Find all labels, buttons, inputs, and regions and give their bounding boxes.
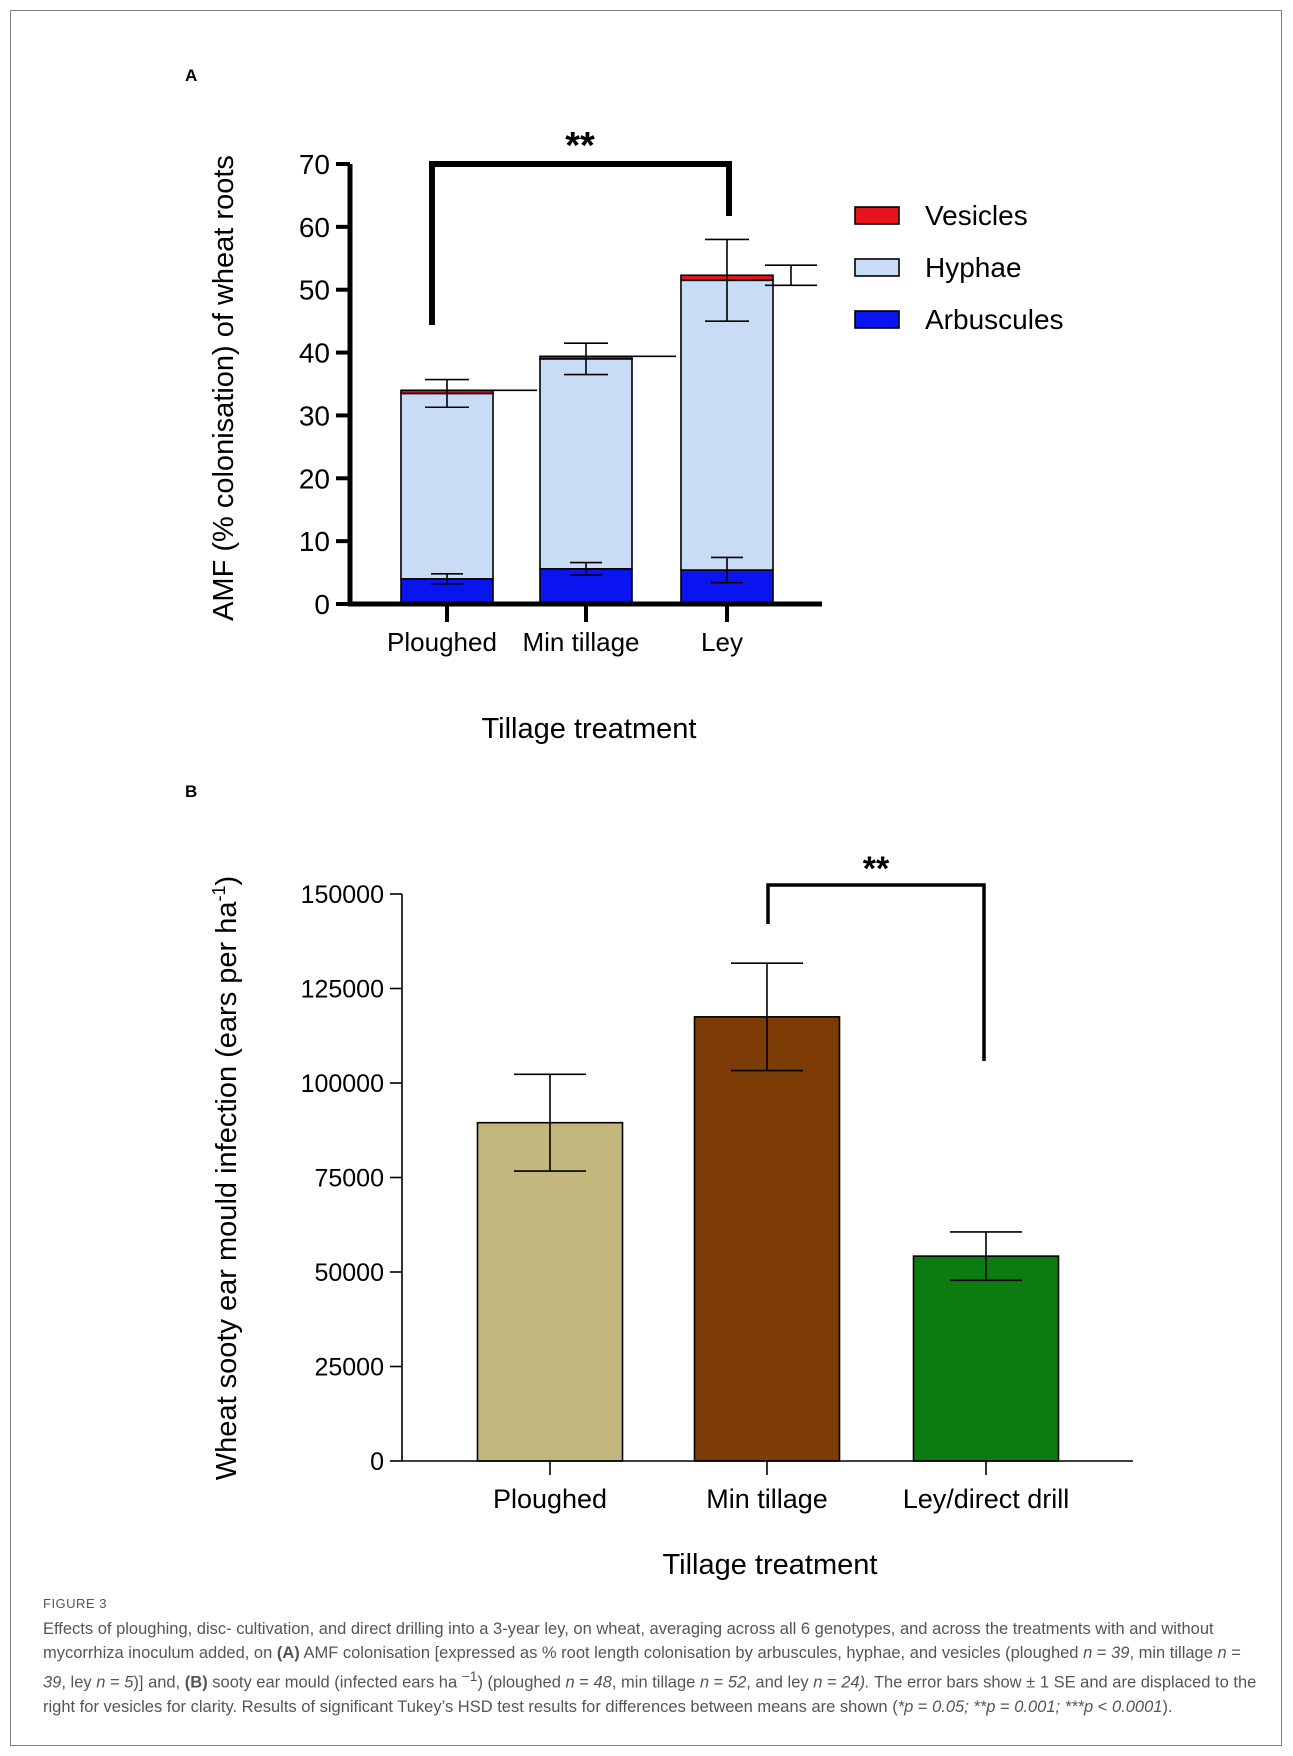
legend-label-arbuscules: Arbuscules [925,304,1064,335]
y-tick-label-b-6: 150000 [301,881,384,909]
x-tick-label-b-2: Ley/direct drill [903,1484,1070,1514]
bar-b-1 [693,1016,841,1462]
legend-label-hyphae: Hyphae [925,252,1022,283]
y-tick-label-a-3: 30 [299,400,330,431]
x-tick-label-b-1: Min tillage [706,1484,828,1514]
figure-label: FIGURE 3 [43,1596,107,1611]
legend-swatch-hyphae [854,258,900,277]
y-tick-label-a-2: 20 [299,463,330,494]
panel-letter-a: A [185,66,198,85]
bar-b-0 [476,1121,624,1462]
y-tick-label-a-7: 70 [299,149,330,180]
figure-charts: 0 10 20 30 40 50 60 70 Ploughed Min tillage Ley Til… [208,125,1133,1581]
x-tick-label-b-0: Ploughed [493,1484,607,1514]
figure-frame [10,10,1282,1746]
bar-b-2 [912,1255,1060,1462]
y-axis-title-a: AMF (% colonisation) of wheat roots [208,155,240,621]
significance-stars-b: ** [863,850,890,888]
y-tick-label-b-1: 25000 [314,1354,384,1382]
y-axis-title-b-main: Wheat sooty ear mould infection (ears pe… [211,901,243,1481]
y-tick-label-a-5: 50 [299,275,330,306]
y-tick-label-b-5: 125000 [301,976,384,1004]
bar-a-hyphae-2 [680,279,774,571]
y-axis-title-b: Wheat sooty ear mould infection (ears pe… [209,876,243,1480]
figure-caption: Effects of ploughing, disc- cultivation,… [43,1620,1257,1716]
y-tick-label-a-4: 40 [299,338,330,369]
significance-bracket-b [766,883,986,1061]
bar-a-hyphae-0 [400,392,494,580]
x-axis-title-b: Tillage treatment [663,1549,878,1581]
significance-bracket-a [429,161,732,325]
legend-swatch-vesicles [854,206,900,225]
y-tick-label-b-0: 0 [370,1448,384,1476]
y-tick-label-a-0: 0 [314,589,330,620]
legend-swatch-arbuscules [854,310,900,329]
legend-label-vesicles: Vesicles [925,200,1028,231]
y-tick-label-a-6: 60 [299,212,330,243]
x-axis-title-a: Tillage treatment [482,713,697,745]
y-tick-label-a-1: 10 [299,526,330,557]
y-tick-label-b-2: 50000 [314,1259,384,1287]
bar-a-hyphae-1 [539,358,633,570]
x-tick-label-a-1: Min tillage [522,627,639,657]
x-tick-label-a-2: Ley [701,627,743,657]
y-tick-label-b-4: 100000 [301,1070,384,1098]
y-axis-title-b-close: ) [211,876,243,886]
y-axis-title-b-sup: -1 [209,885,229,901]
x-tick-label-a-0: Ploughed [387,627,497,657]
significance-stars-a: ** [565,125,595,167]
panel-letter-b: B [185,782,198,801]
y-tick-label-b-3: 75000 [314,1165,384,1193]
